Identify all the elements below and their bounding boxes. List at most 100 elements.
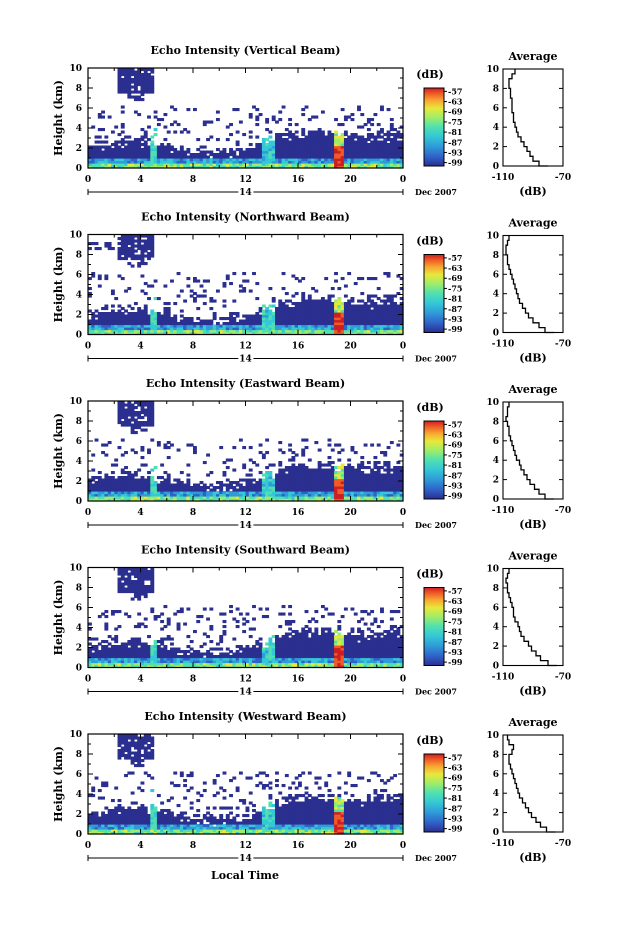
heatmap-cell	[150, 155, 155, 159]
heatmap-cell	[393, 324, 398, 328]
heatmap-cell	[215, 289, 220, 293]
heatmap-cell	[288, 319, 293, 323]
heatmap-cell	[160, 650, 165, 654]
heatmap-cell	[137, 160, 142, 164]
heatmap-cell	[275, 635, 279, 639]
heatmap-cell	[202, 652, 207, 656]
heatmap-cell	[376, 486, 381, 490]
heatmap-cell	[399, 473, 404, 477]
heatmap-cell	[193, 491, 197, 495]
heatmap-cell	[97, 314, 102, 318]
heatmap-cell	[156, 327, 161, 331]
heatmap-cell	[153, 481, 158, 485]
heatmap-cell	[373, 319, 378, 323]
heatmap-cell	[117, 158, 122, 162]
heatmap-cell	[271, 148, 276, 152]
heatmap-cell	[370, 471, 375, 475]
heatmap-cell	[143, 327, 148, 331]
heatmap-cell	[294, 135, 299, 139]
heatmap-cell	[301, 322, 306, 326]
heatmap-cell	[147, 572, 151, 576]
heatmap-cell	[258, 493, 263, 497]
heatmap-cell	[370, 299, 375, 303]
heatmap-cell	[101, 657, 106, 661]
heatmap-cell	[150, 153, 155, 157]
heatmap-cell	[150, 254, 155, 258]
heatmap-cell	[317, 322, 322, 326]
heatmap-cell	[275, 143, 279, 147]
heatmap-cell	[376, 466, 381, 470]
heatmap-cell	[170, 324, 174, 328]
heatmap-cell	[261, 304, 266, 308]
heatmap-cell	[238, 150, 243, 154]
heatmap-cell	[117, 587, 122, 591]
colorbar-tick-label: -57	[448, 253, 462, 263]
heatmap-cell	[163, 113, 168, 117]
heatmap-cell	[94, 491, 99, 495]
heatmap-cell	[301, 319, 306, 323]
heatmap-cell	[143, 428, 148, 432]
heatmap-cell	[288, 158, 293, 162]
heatmap-cell	[150, 575, 155, 579]
heatmap-cell	[347, 481, 352, 485]
heatmap-cell	[130, 660, 135, 664]
heatmap-cell	[334, 153, 338, 157]
heatmap-cell	[252, 486, 256, 490]
heatmap-cell	[140, 498, 145, 502]
heatmap-cell	[317, 155, 322, 159]
heatmap-cell	[301, 650, 306, 654]
heatmap-cell	[288, 163, 293, 167]
heatmap-cell	[186, 160, 191, 164]
heatmap-cell	[294, 662, 299, 666]
heatmap-cell	[206, 655, 211, 659]
heatmap-cell	[248, 324, 253, 328]
heatmap-cell	[363, 486, 368, 490]
heatmap-cell	[320, 312, 325, 316]
heatmap-cell	[307, 309, 312, 313]
heatmap-cell	[114, 150, 119, 154]
heatmap-cell	[193, 322, 197, 326]
heatmap-cell	[360, 312, 365, 316]
heatmap-cell	[133, 572, 138, 576]
heatmap-cell	[343, 329, 348, 333]
heatmap-cell	[225, 329, 230, 333]
heatmap-cell	[393, 466, 398, 470]
heatmap-cell	[117, 85, 122, 89]
heatmap-cell	[370, 476, 375, 480]
heatmap-cell	[366, 145, 371, 149]
heatmap-cell	[166, 158, 171, 162]
heatmap-cell	[176, 160, 181, 164]
heatmap-cell	[324, 488, 329, 492]
heatmap-cell	[238, 665, 243, 669]
heatmap-cell	[179, 650, 184, 654]
heatmap-cell	[150, 572, 155, 576]
heatmap-cell	[261, 486, 266, 490]
heatmap-cell	[337, 329, 342, 333]
heatmap-cell	[124, 496, 128, 500]
heatmap-cell	[91, 647, 96, 651]
heatmap-cell	[307, 481, 312, 485]
heatmap-cell	[153, 486, 158, 490]
heatmap-cell	[209, 327, 214, 331]
heatmap-cell	[268, 665, 273, 669]
heatmap-cell	[383, 304, 388, 308]
heatmap-cell	[278, 307, 283, 311]
heatmap-cell	[304, 309, 309, 313]
heatmap-cell	[110, 463, 115, 467]
heatmap-cell	[343, 140, 348, 144]
heatmap-cell	[291, 481, 296, 485]
heatmap-cell	[150, 312, 155, 316]
heatmap-cell	[176, 647, 181, 651]
heatmap-cell	[130, 165, 135, 169]
heatmap-cell	[140, 408, 145, 412]
heatmap-cell	[363, 143, 368, 147]
heatmap-cell	[215, 155, 220, 159]
heatmap-cell	[140, 491, 145, 495]
heatmap-cell	[320, 496, 325, 500]
heatmap-cell	[242, 279, 247, 283]
heatmap-cell	[343, 471, 348, 475]
heatmap-cell	[291, 458, 296, 462]
heatmap-cell	[222, 612, 227, 616]
heatmap-cell	[156, 441, 161, 445]
heatmap-cell	[186, 155, 191, 159]
